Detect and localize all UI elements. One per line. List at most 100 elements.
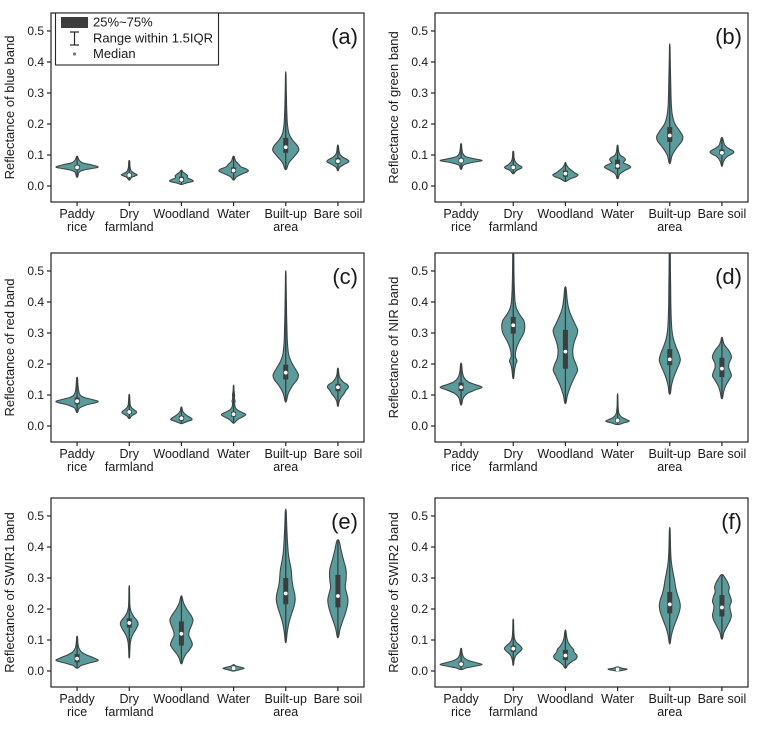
violin-water bbox=[222, 664, 245, 672]
y-tick-label: 0.4 bbox=[27, 55, 44, 69]
x-category-label: Woodland bbox=[537, 447, 593, 461]
median-dot bbox=[511, 165, 516, 170]
median-dot bbox=[127, 173, 132, 178]
violin-woodland bbox=[170, 406, 193, 425]
y-axis-label: Reflectance of NIR band bbox=[386, 277, 401, 419]
y-tick-label: 0.5 bbox=[27, 264, 44, 278]
median-dot bbox=[667, 357, 672, 362]
median-dot bbox=[231, 666, 236, 671]
y-tick-label: 0.0 bbox=[27, 419, 44, 433]
x-category-label: Dry bbox=[120, 692, 140, 706]
x-category-label: Water bbox=[601, 447, 634, 461]
x-category-label: area bbox=[657, 220, 682, 234]
violin-dry-farmland bbox=[501, 253, 526, 380]
median-dot bbox=[720, 366, 724, 371]
y-tick-label: 0.4 bbox=[411, 295, 428, 309]
median-dot bbox=[563, 653, 568, 658]
y-tick-label: 0.4 bbox=[411, 540, 428, 554]
median-dot bbox=[179, 631, 184, 636]
x-category-label: Paddy bbox=[443, 692, 479, 706]
x-category-label: Built-up bbox=[649, 207, 691, 221]
panel-letter: (c) bbox=[332, 264, 358, 289]
x-category-label: Dry bbox=[504, 447, 524, 461]
x-category-label: Water bbox=[217, 692, 250, 706]
x-category-label: Built-up bbox=[265, 447, 307, 461]
x-category-label: Paddy bbox=[59, 692, 95, 706]
violin-paddy-rice bbox=[439, 362, 483, 406]
median-dot bbox=[283, 370, 288, 375]
panel-letter: (d) bbox=[715, 264, 742, 289]
violin-built-up-area bbox=[272, 71, 300, 171]
y-tick-label: 0.1 bbox=[27, 633, 44, 647]
x-category-label: Woodland bbox=[537, 692, 593, 706]
median-dot bbox=[615, 667, 620, 672]
y-tick-label: 0.3 bbox=[27, 86, 44, 100]
x-category-label: rice bbox=[451, 220, 471, 234]
violin-bare-soil bbox=[326, 367, 350, 407]
x-category-label: Dry bbox=[504, 207, 524, 221]
iqr-box bbox=[667, 349, 673, 366]
median-dot bbox=[720, 150, 724, 155]
violin-water bbox=[607, 666, 628, 672]
violin-bare-soil bbox=[326, 144, 350, 172]
median-dot bbox=[231, 168, 236, 173]
x-category-label: area bbox=[657, 460, 682, 474]
violin-paddy-rice bbox=[439, 647, 483, 671]
violin-paddy-rice bbox=[55, 376, 99, 414]
median-dot bbox=[511, 323, 516, 328]
x-category-label: Bare soil bbox=[698, 207, 747, 221]
y-tick-label: 0.5 bbox=[27, 24, 44, 38]
x-category-label: Built-up bbox=[649, 692, 691, 706]
x-category-label: Built-up bbox=[649, 447, 691, 461]
x-category-label: Paddy bbox=[443, 447, 479, 461]
median-dot bbox=[720, 605, 724, 610]
x-category-label: Water bbox=[601, 207, 634, 221]
median-dot bbox=[459, 662, 463, 667]
violin-dry-farmland bbox=[503, 618, 523, 666]
x-category-label: Dry bbox=[120, 207, 140, 221]
y-axis-label: Reflectance of green band bbox=[386, 31, 401, 184]
x-category-label: Woodland bbox=[153, 207, 209, 221]
y-tick-label: 0.5 bbox=[27, 509, 44, 523]
median-dot bbox=[563, 171, 568, 176]
x-category-label: rice bbox=[451, 705, 471, 719]
violin-layer bbox=[55, 270, 350, 425]
violin-built-up-area bbox=[272, 270, 300, 403]
axis-frame bbox=[434, 252, 749, 443]
violin-bare-soil bbox=[327, 539, 349, 639]
y-tick-label: 0.1 bbox=[411, 633, 428, 647]
x-category-label: Water bbox=[601, 692, 634, 706]
x-category-label: farmland bbox=[105, 220, 154, 234]
violin-dry-farmland bbox=[120, 159, 138, 181]
median-dot bbox=[179, 177, 184, 182]
y-axis-label: Reflectance of blue band bbox=[2, 36, 17, 180]
y-tick-label: 0.0 bbox=[411, 179, 428, 193]
median-dot bbox=[283, 591, 288, 596]
y-axis-label: Reflectance of SWIR1 band bbox=[2, 512, 17, 672]
x-category-label: rice bbox=[67, 705, 87, 719]
x-category-label: Bare soil bbox=[314, 207, 363, 221]
x-category-label: area bbox=[657, 705, 682, 719]
y-tick-label: 0.2 bbox=[27, 602, 44, 616]
violin-dry-farmland bbox=[121, 393, 138, 420]
y-tick-label: 0.5 bbox=[411, 264, 428, 278]
y-tick-label: 0.3 bbox=[27, 571, 44, 585]
y-tick-label: 0.0 bbox=[27, 179, 44, 193]
median-dot bbox=[615, 418, 620, 423]
violin-layer bbox=[55, 508, 349, 672]
y-tick-label: 0.2 bbox=[411, 117, 428, 131]
x-category-label: Bare soil bbox=[314, 692, 363, 706]
median-dot bbox=[231, 412, 236, 417]
median-dot bbox=[336, 594, 340, 598]
median-dot bbox=[615, 163, 620, 168]
x-category-label: Bare soil bbox=[314, 447, 363, 461]
x-category-label: area bbox=[273, 705, 298, 719]
